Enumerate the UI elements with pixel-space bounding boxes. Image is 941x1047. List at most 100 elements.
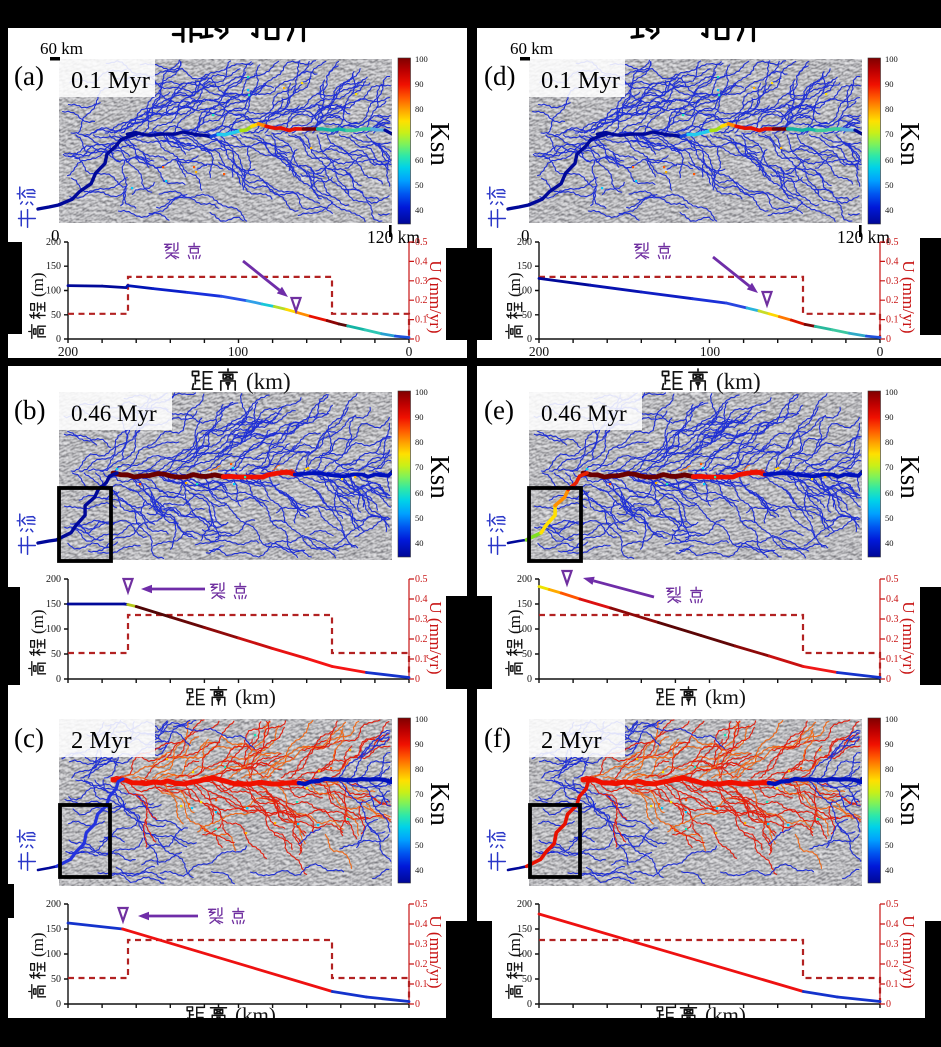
svg-text:90: 90 — [885, 739, 894, 749]
svg-text:0: 0 — [415, 334, 420, 345]
svg-text:100: 100 — [46, 286, 61, 297]
svg-text:Ksn: Ksn — [895, 122, 925, 166]
svg-text:0.1: 0.1 — [886, 979, 899, 990]
svg-text:0.5: 0.5 — [415, 237, 428, 248]
svg-text:0: 0 — [415, 674, 420, 685]
svg-text:40: 40 — [885, 205, 894, 215]
svg-text:0: 0 — [415, 999, 420, 1010]
svg-text:50: 50 — [885, 180, 894, 190]
svg-text:80: 80 — [415, 104, 424, 114]
svg-text:0.4: 0.4 — [415, 594, 428, 605]
svg-text:U (mm/yr): U (mm/yr) — [426, 915, 445, 988]
svg-text:0.1 Myr: 0.1 Myr — [541, 67, 620, 94]
svg-text:2 Myr: 2 Myr — [71, 727, 132, 754]
svg-text:(m): (m) — [28, 932, 47, 957]
svg-text:50: 50 — [51, 310, 61, 321]
svg-text:80: 80 — [415, 764, 424, 774]
svg-text:50: 50 — [51, 649, 61, 660]
svg-text:50: 50 — [415, 840, 424, 850]
svg-text:Ksn: Ksn — [425, 122, 455, 166]
svg-text:120 km: 120 km — [367, 227, 420, 247]
svg-text:0.2: 0.2 — [886, 959, 899, 970]
svg-text:(d): (d) — [484, 61, 515, 91]
svg-text:200: 200 — [517, 574, 532, 585]
svg-text:50: 50 — [51, 974, 61, 985]
svg-text:40: 40 — [415, 205, 424, 215]
svg-text:60 km: 60 km — [40, 39, 83, 58]
svg-text:Ksn: Ksn — [425, 455, 455, 499]
svg-text:80: 80 — [885, 104, 894, 114]
svg-text:150: 150 — [517, 261, 532, 272]
svg-text:U (mm/yr): U (mm/yr) — [899, 260, 918, 333]
svg-text:150: 150 — [517, 924, 532, 935]
svg-text:0.3: 0.3 — [886, 276, 899, 287]
svg-text:100: 100 — [885, 387, 898, 397]
svg-text:50: 50 — [522, 310, 532, 321]
svg-text:200: 200 — [517, 899, 532, 910]
svg-text:0: 0 — [521, 226, 530, 245]
svg-text:80: 80 — [885, 437, 894, 447]
svg-text:0: 0 — [56, 674, 61, 685]
svg-text:150: 150 — [46, 924, 61, 935]
svg-text:100: 100 — [885, 54, 898, 64]
svg-text:70: 70 — [885, 789, 894, 799]
svg-text:0.5: 0.5 — [415, 574, 428, 585]
svg-text:0.5: 0.5 — [886, 899, 899, 910]
svg-text:0.46 Myr: 0.46 Myr — [541, 401, 627, 426]
svg-text:70: 70 — [415, 129, 424, 139]
svg-text:0.1 Myr: 0.1 Myr — [71, 67, 150, 94]
svg-text:(f): (f) — [484, 723, 511, 753]
svg-text:200: 200 — [517, 237, 532, 248]
svg-text:(a): (a) — [14, 61, 44, 91]
svg-text:0: 0 — [56, 334, 61, 345]
svg-text:0: 0 — [527, 334, 532, 345]
svg-text:0.3: 0.3 — [886, 614, 899, 625]
svg-text:0.4: 0.4 — [886, 919, 899, 930]
svg-text:0: 0 — [406, 344, 413, 359]
svg-text:90: 90 — [885, 79, 894, 89]
svg-text:(m): (m) — [505, 932, 524, 957]
svg-text:40: 40 — [415, 865, 424, 875]
svg-text:(km): (km) — [705, 685, 746, 709]
svg-text:200: 200 — [58, 344, 79, 359]
svg-text:60: 60 — [415, 488, 424, 498]
svg-text:0.46 Myr: 0.46 Myr — [71, 401, 157, 426]
svg-text:U (mm/yr): U (mm/yr) — [426, 601, 445, 674]
svg-text:(m): (m) — [28, 609, 47, 634]
svg-text:U (mm/yr): U (mm/yr) — [426, 260, 445, 333]
svg-text:Ksn: Ksn — [425, 782, 455, 826]
svg-text:(km): (km) — [716, 369, 761, 394]
svg-text:0.5: 0.5 — [886, 237, 899, 248]
svg-text:100: 100 — [517, 624, 532, 635]
svg-text:0.1: 0.1 — [415, 654, 428, 665]
svg-text:0.3: 0.3 — [415, 614, 428, 625]
svg-text:0: 0 — [51, 226, 60, 245]
svg-text:(km): (km) — [235, 685, 276, 709]
svg-text:120 km: 120 km — [837, 227, 890, 247]
svg-text:100: 100 — [885, 714, 898, 724]
svg-text:0.1: 0.1 — [415, 979, 428, 990]
svg-text:50: 50 — [522, 649, 532, 660]
svg-text:(km): (km) — [246, 369, 291, 394]
svg-text:50: 50 — [885, 840, 894, 850]
svg-text:40: 40 — [885, 865, 894, 875]
svg-text:100: 100 — [415, 714, 428, 724]
svg-text:0.2: 0.2 — [415, 634, 428, 645]
svg-text:(m): (m) — [505, 272, 524, 297]
svg-text:100: 100 — [46, 949, 61, 960]
svg-text:0: 0 — [886, 334, 891, 345]
svg-text:40: 40 — [885, 538, 894, 548]
svg-text:0.5: 0.5 — [415, 899, 428, 910]
svg-text:40: 40 — [415, 538, 424, 548]
svg-text:70: 70 — [885, 129, 894, 139]
svg-text:90: 90 — [415, 79, 424, 89]
svg-text:0: 0 — [886, 674, 891, 685]
svg-text:0.2: 0.2 — [415, 295, 428, 306]
svg-text:U (mm/yr): U (mm/yr) — [899, 601, 918, 674]
svg-text:100: 100 — [415, 54, 428, 64]
svg-text:200: 200 — [46, 574, 61, 585]
svg-text:0.4: 0.4 — [886, 594, 899, 605]
svg-text:90: 90 — [415, 739, 424, 749]
svg-text:(e): (e) — [484, 395, 514, 425]
svg-text:100: 100 — [517, 286, 532, 297]
